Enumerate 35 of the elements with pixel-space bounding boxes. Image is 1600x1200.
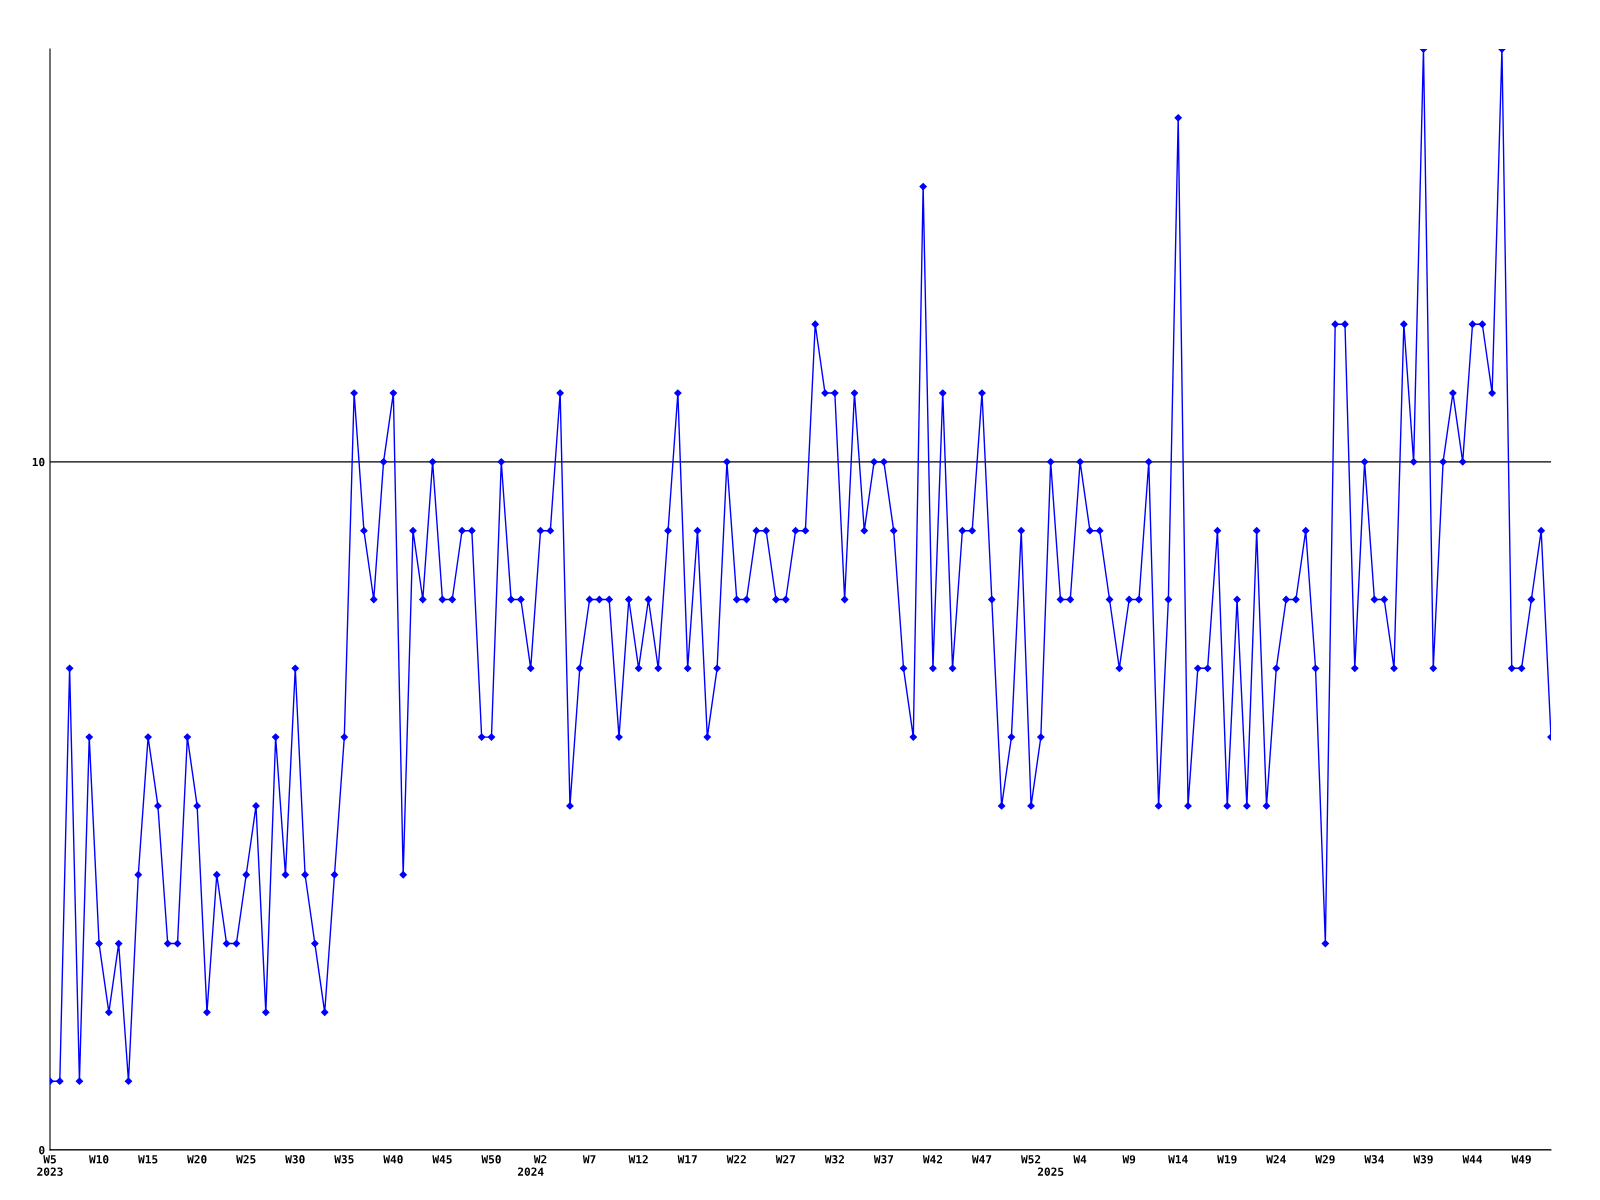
x-tick-label: W49 (1511, 1155, 1531, 1164)
x-tick-label: W52 (1021, 1155, 1041, 1164)
x-tick-label: W4 (1073, 1155, 1087, 1164)
x-tick-label: W15 (138, 1155, 158, 1164)
x-tick-label: W45 (432, 1155, 452, 1164)
x-tick-label: W29 (1315, 1155, 1335, 1164)
x-tick-label: W44 (1462, 1155, 1483, 1164)
x-tick-label: W27 (775, 1155, 795, 1164)
x-tick-label: W35 (334, 1155, 354, 1164)
x-tick-label: W50 (481, 1155, 501, 1164)
x-tick-label: W14 (1168, 1155, 1188, 1164)
x-tick-label: W5 2023 (37, 1155, 63, 1176)
x-tick-label: W32 (824, 1155, 844, 1164)
x-tick-label: W2 (533, 1155, 547, 1164)
y-tick-label: 0 (39, 1145, 45, 1155)
x-tick-label: 2025 (1037, 1167, 1064, 1176)
x-tick-label: W17 (677, 1155, 697, 1164)
x-tick-label: W12 (628, 1155, 648, 1164)
x-tick-label: W7 (582, 1155, 596, 1164)
x-tick-label: W34 (1364, 1155, 1384, 1164)
x-tick-label: 2024 (517, 1167, 544, 1176)
x-tick-label: W47 (971, 1155, 992, 1164)
x-tick-label: W9 (1122, 1155, 1136, 1164)
x-tick-label: W25 (236, 1155, 256, 1164)
x-tick-label: W19 (1217, 1155, 1237, 1164)
y-tick-label: 10 (32, 457, 45, 467)
x-tick-label: W37 (873, 1155, 894, 1164)
x-tick-label: W42 (922, 1155, 943, 1164)
x-tick-label: W40 (383, 1155, 403, 1164)
x-tick-label: W10 (89, 1155, 109, 1164)
x-tick-label: W39 (1413, 1155, 1433, 1164)
x-tick-label: W20 (187, 1155, 207, 1164)
x-tick-label: W30 (285, 1155, 305, 1164)
x-tick-label: W24 (1266, 1155, 1286, 1164)
x-tick-label: W22 (726, 1155, 746, 1164)
